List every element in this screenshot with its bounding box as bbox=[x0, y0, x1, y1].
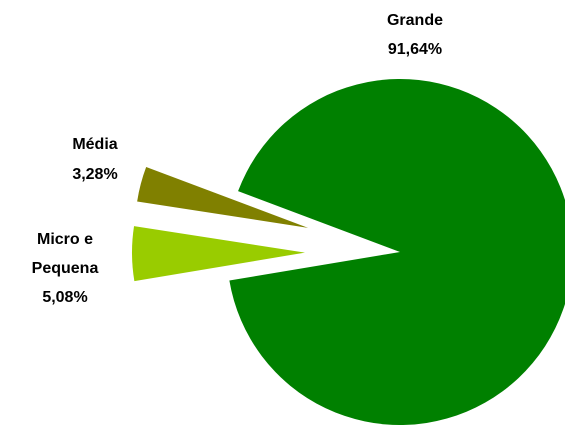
pie-slice bbox=[229, 79, 565, 425]
slice-label: Micro e Pequena bbox=[31, 231, 99, 277]
pie-slice bbox=[137, 167, 309, 228]
slice-label: Média bbox=[72, 136, 118, 153]
slice-label: Grande bbox=[386, 12, 443, 29]
pie-slice bbox=[132, 226, 306, 282]
slice-value: 5,08% bbox=[42, 289, 88, 306]
slice-value: 91,64% bbox=[387, 41, 443, 58]
slice-value: 3,28% bbox=[72, 166, 118, 183]
